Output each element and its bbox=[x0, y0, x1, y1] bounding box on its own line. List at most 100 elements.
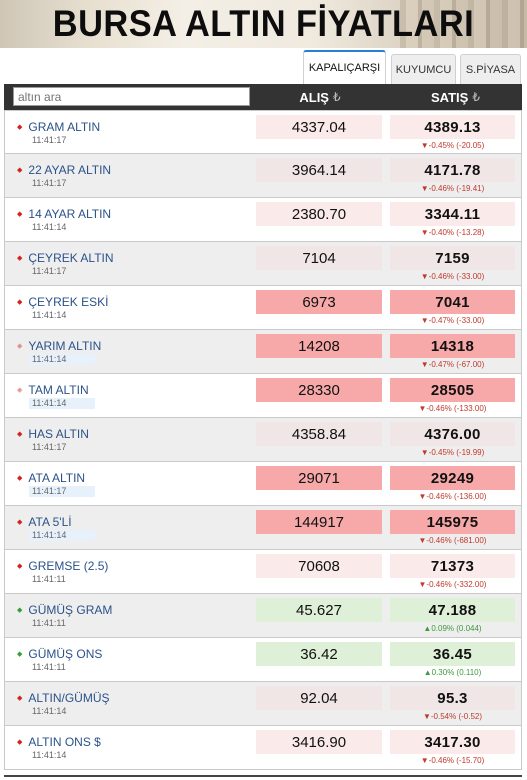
update-time: 11:41:17 bbox=[29, 486, 95, 497]
change-value: ▼-0.45% (-20.05) bbox=[420, 141, 485, 150]
column-header-satis[interactable]: SATIŞ ₺ bbox=[389, 84, 522, 110]
update-time: 11:41:14 bbox=[29, 354, 95, 365]
asset-name-label: ATA ALTIN bbox=[28, 471, 86, 485]
satis-price: 36.45 bbox=[390, 642, 515, 666]
asset-name[interactable]: ◆ ÇEYREK ALTIN bbox=[17, 251, 114, 265]
asset-name[interactable]: ◆ 22 AYAR ALTIN bbox=[17, 163, 111, 177]
satis-price: 71373 bbox=[390, 554, 515, 578]
down-arrow-icon: ◆ bbox=[17, 474, 23, 482]
market-tabs: KAPALIÇARŞI KUYUMCU S.PİYASA bbox=[0, 50, 527, 84]
asset-name-label: 22 AYAR ALTIN bbox=[28, 163, 112, 177]
down-arrow-icon: ◆ bbox=[17, 166, 23, 174]
table-row[interactable]: ◆ GREMSE (2.5) 11:41:11 70608 71373 ▼-0.46% (… bbox=[4, 550, 522, 594]
satis-price: 4376.00 bbox=[390, 422, 515, 446]
satis-price: 3344.11 bbox=[390, 202, 515, 226]
tab-kuyumcu[interactable]: KUYUMCU bbox=[391, 54, 456, 84]
down-arrow-icon: ◆ bbox=[17, 518, 23, 526]
table-row[interactable]: ◆ ALTIN/GÜMÜŞ 11:41:14 92.04 95.3 ▼-0.54% (-0… bbox=[4, 682, 522, 726]
update-time: 11:41:17 bbox=[32, 135, 67, 145]
down-arrow-icon: ◆ bbox=[17, 298, 23, 306]
down-arrow-icon: ◆ bbox=[17, 123, 23, 131]
alis-price: 7104 bbox=[256, 246, 382, 270]
asset-name[interactable]: ◆ YARIM ALTIN bbox=[17, 339, 101, 353]
asset-name[interactable]: ◆ GREMSE (2.5) bbox=[17, 559, 108, 573]
column-header-alis[interactable]: ALIŞ ₺ bbox=[255, 84, 385, 110]
alis-price: 14208 bbox=[256, 334, 382, 358]
update-time: 11:41:11 bbox=[32, 574, 66, 584]
tab-serbest-piyasa[interactable]: S.PİYASA bbox=[460, 54, 521, 84]
asset-name[interactable]: ◆ ATA ALTIN bbox=[17, 471, 85, 485]
change-value: ▼-0.46% (-19.41) bbox=[420, 184, 485, 193]
table-row[interactable]: ◆ 22 AYAR ALTIN 11:41:17 3964.14 4171.78 ▼-0.… bbox=[4, 154, 522, 198]
alis-price: 70608 bbox=[256, 554, 382, 578]
satis-price: 14318 bbox=[390, 334, 515, 358]
update-time: 11:41:14 bbox=[29, 530, 95, 541]
update-time: 11:41:17 bbox=[32, 266, 67, 276]
update-time: 11:41:14 bbox=[32, 706, 67, 716]
satis-price: 95.3 bbox=[390, 686, 515, 710]
asset-name-label: ALTIN ONS $ bbox=[28, 735, 101, 749]
asset-name[interactable]: ◆ GRAM ALTIN bbox=[17, 120, 100, 134]
asset-name-label: HAS ALTIN bbox=[28, 427, 89, 441]
column-label-alis: ALIŞ bbox=[299, 89, 329, 105]
update-time: 11:41:11 bbox=[32, 618, 66, 628]
satis-price: 29249 bbox=[390, 466, 515, 490]
asset-name[interactable]: ◆ ATA 5'Lİ bbox=[17, 515, 72, 529]
satis-price: 7159 bbox=[390, 246, 515, 270]
update-time: 11:41:14 bbox=[32, 222, 67, 232]
asset-name-label: ÇEYREK ALTIN bbox=[28, 251, 114, 265]
asset-name-label: GÜMÜŞ GRAM bbox=[28, 603, 113, 617]
table-row[interactable]: ◆ ÇEYREK ESKİ 11:41:14 6973 7041 ▼-0.47% (-33… bbox=[4, 286, 522, 330]
table-row[interactable]: ◆ GÜMÜŞ ONS 11:41:11 36.42 36.45 ▲0.30% (0.11… bbox=[4, 638, 522, 682]
asset-name[interactable]: ◆ ÇEYREK ESKİ bbox=[17, 295, 108, 309]
table-row[interactable]: ◆ HAS ALTIN 11:41:17 4358.84 4376.00 ▼-0.45% … bbox=[4, 418, 522, 462]
down-arrow-icon: ◆ bbox=[17, 254, 23, 262]
alis-price: 3416.90 bbox=[256, 730, 382, 754]
alis-price: 45.627 bbox=[256, 598, 382, 622]
table-row[interactable]: ◆ YARIM ALTIN 11:41:14 14208 14318 ▼-0.47% (-… bbox=[4, 330, 522, 374]
change-value: ▼-0.46% (-15.70) bbox=[420, 756, 485, 765]
satis-price: 145975 bbox=[390, 510, 515, 534]
up-arrow-icon: ◆ bbox=[17, 606, 23, 614]
asset-name[interactable]: ◆ GÜMÜŞ GRAM bbox=[17, 603, 112, 617]
table-row[interactable]: ◆ 14 AYAR ALTIN 11:41:14 2380.70 3344.11 ▼-0.… bbox=[4, 198, 522, 242]
down-arrow-icon: ◆ bbox=[17, 738, 23, 746]
alis-price: 3964.14 bbox=[256, 158, 382, 182]
search-input[interactable] bbox=[13, 87, 250, 106]
satis-price: 7041 bbox=[390, 290, 515, 314]
table-row[interactable]: ◆ ATA 5'Lİ 11:41:14 144917 145975 ▼-0.46% (-6… bbox=[4, 506, 522, 550]
change-value: ▼-0.45% (-19.99) bbox=[420, 448, 485, 457]
change-value: ▼-0.46% (-136.00) bbox=[418, 492, 487, 501]
asset-name[interactable]: ◆ ALTIN/GÜMÜŞ bbox=[17, 691, 110, 705]
asset-name[interactable]: ◆ HAS ALTIN bbox=[17, 427, 89, 441]
asset-name-label: TAM ALTIN bbox=[28, 383, 89, 397]
alis-price: 92.04 bbox=[256, 686, 382, 710]
asset-name[interactable]: ◆ TAM ALTIN bbox=[17, 383, 89, 397]
asset-name-label: ALTIN/GÜMÜŞ bbox=[28, 691, 110, 705]
update-time: 11:41:11 bbox=[32, 662, 66, 672]
down-arrow-icon: ◆ bbox=[17, 342, 23, 350]
satis-price: 3417.30 bbox=[390, 730, 515, 754]
asset-name[interactable]: ◆ 14 AYAR ALTIN bbox=[17, 207, 111, 221]
alis-price: 4358.84 bbox=[256, 422, 382, 446]
column-label-satis: SATIŞ bbox=[431, 89, 469, 105]
table-row[interactable]: ◆ GÜMÜŞ GRAM 11:41:11 45.627 47.188 ▲0.09% (0… bbox=[4, 594, 522, 638]
table-row[interactable]: ◆ ALTIN ONS $11:41:14 3416.90 3417.30 ▼-0.46… bbox=[4, 726, 522, 770]
asset-name[interactable]: ◆ ALTIN ONS $ bbox=[17, 735, 101, 749]
asset-name[interactable]: ◆ GÜMÜŞ ONS bbox=[17, 647, 102, 661]
change-value: ▼-0.46% (-133.00) bbox=[418, 404, 487, 413]
satis-price: 4171.78 bbox=[390, 158, 515, 182]
change-value: ▼-0.46% (-681.00) bbox=[418, 536, 487, 545]
alis-price: 4337.04 bbox=[256, 115, 382, 139]
down-arrow-icon: ◆ bbox=[17, 694, 23, 702]
asset-name-label: ÇEYREK ESKİ bbox=[28, 295, 109, 309]
alis-price: 36.42 bbox=[256, 642, 382, 666]
change-value: ▼-0.46% (-33.00) bbox=[420, 272, 485, 281]
table-row[interactable]: ◆ ÇEYREK ALTIN 11:41:17 7104 7159 ▼-0.46% (-3… bbox=[4, 242, 522, 286]
update-time: 11:41:14 bbox=[29, 398, 95, 409]
tab-kapalicarsi[interactable]: KAPALIÇARŞI bbox=[303, 50, 386, 84]
table-row[interactable]: ◆ GRAM ALTIN 11:41:17 4337.04 4389.13 ▼-0.45%… bbox=[4, 110, 522, 154]
table-row[interactable]: ◆ TAM ALTIN 11:41:14 28330 28505 ▼-0.46% (-13… bbox=[4, 374, 522, 418]
table-row[interactable]: ◆ ATA ALTIN 11:41:17 29071 29249 ▼-0.46% (-13… bbox=[4, 462, 522, 506]
alis-price: 2380.70 bbox=[256, 202, 382, 226]
